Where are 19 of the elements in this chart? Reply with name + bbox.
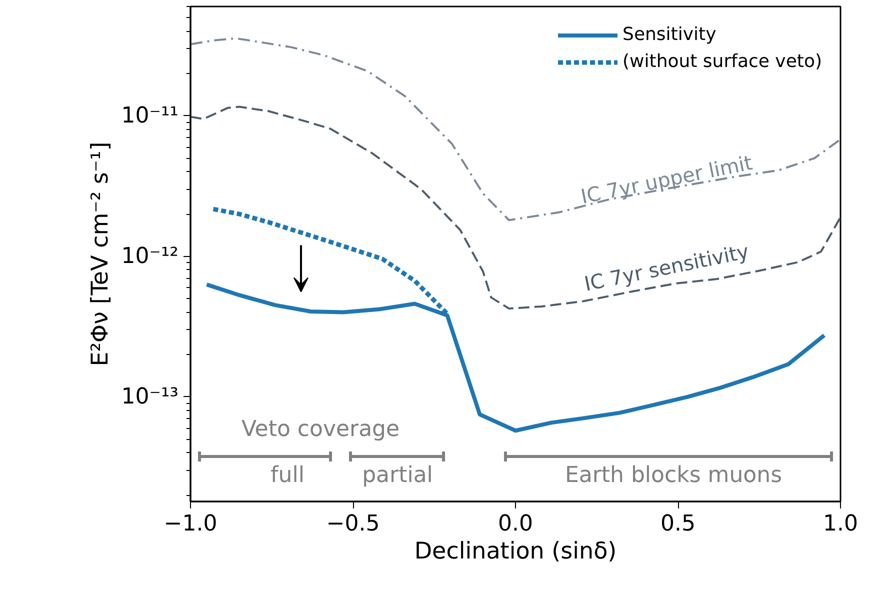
x-axis-title: Declination (sinδ): [414, 538, 617, 564]
y-axis-title: E²Φν [TeV cm⁻² s⁻¹]: [87, 142, 114, 366]
annotation: Veto coverage: [241, 417, 400, 442]
y-tick-label: 10⁻¹³: [121, 384, 179, 410]
x-tick-label: 0.0: [498, 512, 534, 536]
annotation: IC 7yr upper limit: [578, 150, 754, 209]
annotation: Earth blocks muons: [564, 463, 782, 488]
annotation: full: [270, 463, 304, 488]
line-series: [190, 106, 840, 310]
x-tick-label: −1.0: [164, 512, 218, 536]
y-tick-label: 10⁻¹¹: [121, 103, 179, 128]
x-tick-label: 0.5: [660, 512, 696, 536]
legend-label: Sensitivity: [622, 24, 716, 45]
annotation: IC 7yr sensitivity: [582, 239, 751, 296]
annotation: partial: [362, 463, 433, 488]
legend-label: (without surface veto): [622, 51, 822, 72]
x-tick-label: 1.0: [823, 512, 858, 536]
y-tick-label: 10⁻¹²: [121, 244, 179, 269]
x-tick-label: −0.5: [326, 512, 380, 536]
